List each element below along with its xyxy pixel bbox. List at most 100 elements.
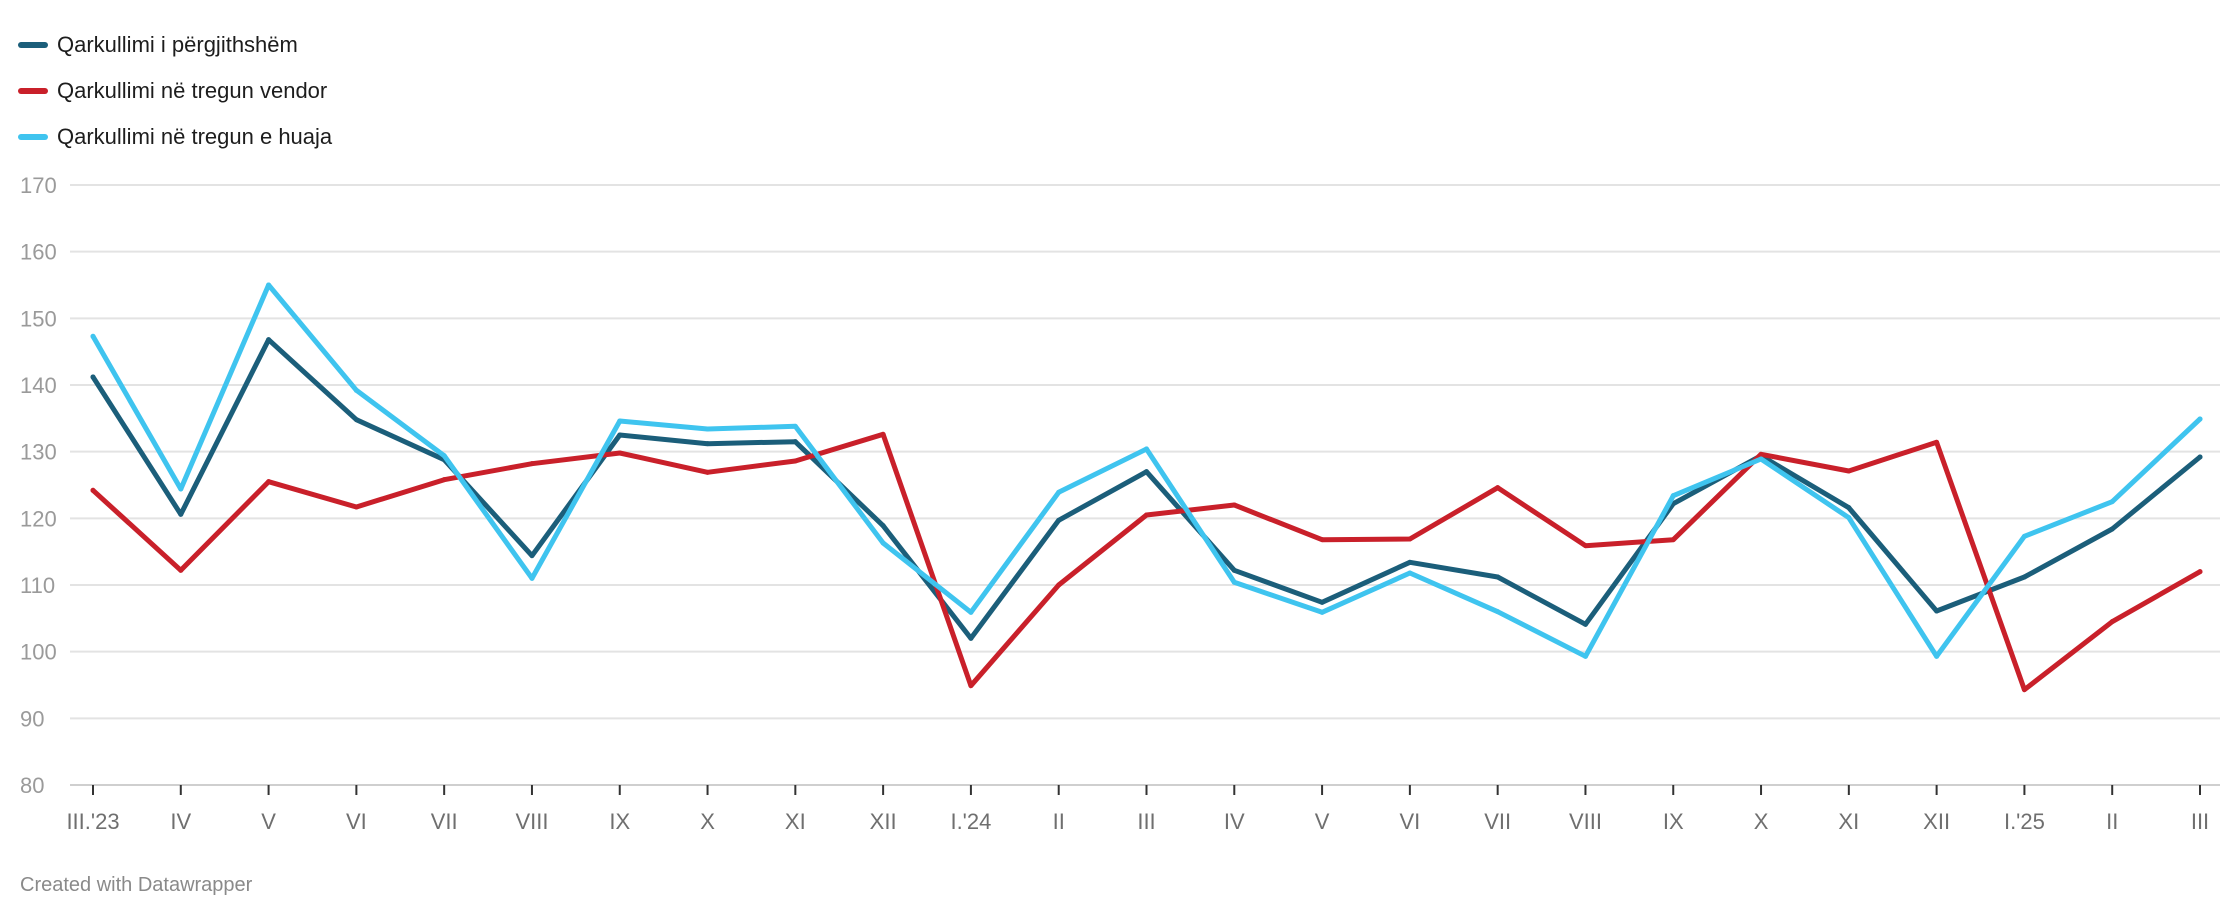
series-1-point (792, 458, 798, 464)
chart-legend: Qarkullimi i përgjithshëm Qarkullimi në … (18, 22, 332, 160)
series-1-point (880, 431, 886, 437)
series-2-point (266, 282, 272, 288)
series-1-point (1582, 543, 1588, 549)
series-1-point (1846, 468, 1852, 474)
series-0-point (2021, 574, 2027, 580)
legend-label-series-0: Qarkullimi i përgjithshëm (57, 32, 298, 57)
x-tick-label: XII (870, 809, 897, 834)
legend-item-series-2[interactable]: Qarkullimi në tregun e huaja (18, 114, 332, 160)
series-0-point (1407, 559, 1413, 565)
series-1-point (2109, 619, 2115, 625)
series-2 (90, 282, 2203, 659)
x-tick-label: XII (1923, 809, 1950, 834)
series-2-point (880, 540, 886, 546)
series-2-point (529, 575, 535, 581)
series-2-point (2197, 416, 2203, 422)
series-0-point (529, 553, 535, 559)
series-2-point (1056, 489, 1062, 495)
x-tick-label: III (1137, 809, 1155, 834)
x-tick-label: I.'25 (2004, 809, 2045, 834)
series-1-point (1231, 502, 1237, 508)
series-1-point (529, 461, 535, 467)
legend-item-series-1[interactable]: Qarkullimi në tregun vendor (18, 68, 332, 114)
y-tick-label: 90 (20, 706, 44, 731)
legend-label-series-1: Qarkullimi në tregun vendor (57, 78, 328, 103)
series-0-point (1846, 505, 1852, 511)
y-tick-label: 100 (20, 640, 57, 665)
series-0-point (2109, 526, 2115, 532)
x-axis-ticks: III.'23 IV V VI VII VIII IX X XI XII I.'24 II III IV V… (66, 785, 2209, 834)
series-1-point (441, 477, 447, 483)
series-1-point (266, 479, 272, 485)
series-0-point (1934, 608, 1940, 614)
legend-item-series-0[interactable]: Qarkullimi i përgjithshëm (18, 22, 332, 68)
series-0-point (90, 374, 96, 380)
x-tick-label: VI (1399, 809, 1420, 834)
x-tick-label: VII (1484, 809, 1511, 834)
x-tick-label: III (2191, 809, 2209, 834)
series-0-point (705, 441, 711, 447)
series-0-point (353, 417, 359, 423)
series-2-point (1934, 653, 1940, 659)
series-2-point (1670, 493, 1676, 499)
y-tick-label: 120 (20, 506, 57, 531)
legend-label-series-2: Qarkullimi në tregun e huaja (57, 124, 333, 149)
series-0-point (1495, 574, 1501, 580)
series-2-point (441, 453, 447, 459)
series-0-point (617, 432, 623, 438)
series-1-point (1407, 536, 1413, 542)
series-1-point (2021, 687, 2027, 693)
series-1-point (1670, 537, 1676, 543)
y-tick-label: 160 (20, 240, 57, 265)
series-0-point (1056, 517, 1062, 523)
series-0-point (968, 635, 974, 641)
series-2-point (1144, 446, 1149, 452)
y-tick-label: 140 (20, 373, 57, 398)
y-tick-label: 130 (20, 440, 57, 465)
series-1 (90, 431, 2203, 693)
series-2-point (792, 423, 798, 429)
series-1-point (1144, 512, 1149, 518)
series-2-point (1319, 609, 1325, 615)
series-0-point (880, 523, 886, 529)
series-1-point (968, 683, 974, 689)
x-tick-label: VIII (515, 809, 548, 834)
series-1-point (1495, 485, 1501, 491)
y-axis-ticks: 80 90 100 110 120 130 140 150 160 170 (20, 173, 57, 798)
x-tick-label: IX (1663, 809, 1684, 834)
y-tick-label: 110 (20, 573, 55, 598)
series-0-point (1319, 599, 1325, 605)
y-tick-label: 80 (20, 773, 44, 798)
series-1-point (90, 487, 96, 493)
series-1-point (617, 450, 623, 456)
series-2-point (1231, 579, 1237, 585)
series-1-point (1934, 439, 1940, 445)
series-1-point (1056, 582, 1062, 588)
series-2-point (1407, 570, 1413, 576)
series-0-point (1582, 621, 1588, 627)
series-2-point (353, 387, 359, 393)
x-tick-label: IV (1224, 809, 1245, 834)
legend-swatch-series-1 (18, 88, 48, 94)
x-tick-label: VIII (1569, 809, 1602, 834)
x-tick-label: II (2106, 809, 2118, 834)
gridlines (70, 184, 2220, 786)
series-2-point (968, 609, 974, 615)
legend-swatch-series-2 (18, 134, 48, 140)
series-0-point (266, 337, 272, 343)
series-1-point (1319, 537, 1325, 543)
datawrapper-credit[interactable]: Created with Datawrapper (20, 874, 253, 896)
series-2-point (2021, 533, 2027, 539)
series-1-point (2197, 569, 2203, 575)
x-tick-label: X (1754, 809, 1769, 834)
series-2-point (1846, 515, 1852, 521)
series-2-point (617, 418, 623, 424)
x-tick-label: VII (431, 809, 458, 834)
series-2-point (1495, 609, 1501, 615)
legend-swatch-series-0 (18, 42, 48, 48)
series-2-point (1758, 456, 1764, 462)
series-1-point (178, 567, 184, 573)
x-tick-label: IX (609, 809, 630, 834)
series-2-point (90, 333, 96, 339)
